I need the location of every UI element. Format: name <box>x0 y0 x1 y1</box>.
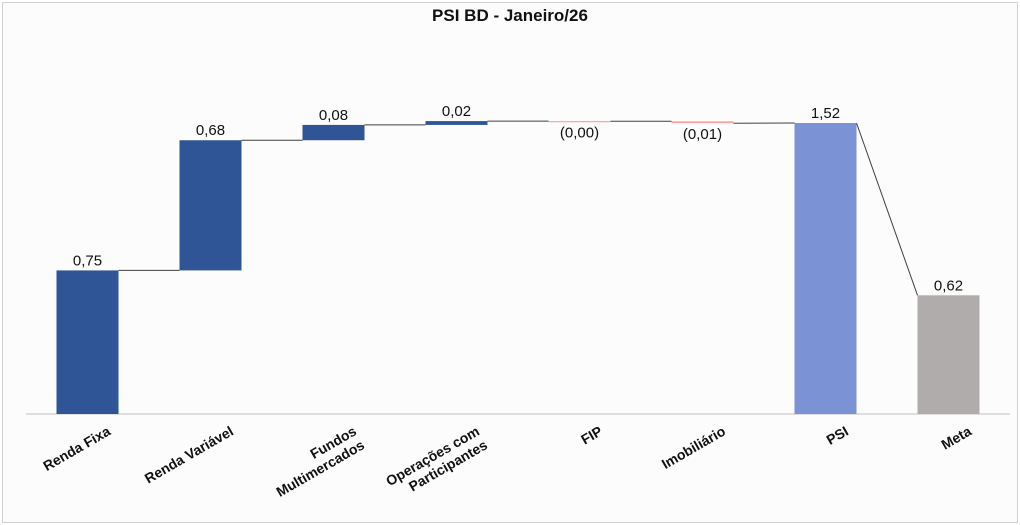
bar <box>425 121 488 125</box>
category-label: Operações comParticipantes <box>383 423 490 503</box>
chart-title: PSI BD - Janeiro/26 <box>432 6 588 25</box>
connector-line <box>856 122 918 296</box>
category-label: Renda Variável <box>142 423 236 487</box>
bar <box>302 124 365 141</box>
bar <box>794 123 857 414</box>
category-label: Imobiliário <box>659 423 728 472</box>
bar <box>917 295 980 414</box>
bar <box>671 121 734 124</box>
category-label: FundosMultimercados <box>265 423 367 500</box>
data-label: (0,01) <box>683 126 722 143</box>
category-label: PSI <box>823 423 851 448</box>
bar <box>56 270 119 414</box>
category-label: Meta <box>938 423 974 453</box>
data-label: 0,62 <box>934 277 963 294</box>
data-label: (0,00) <box>560 124 599 141</box>
category-label: Renda Fixa <box>40 423 113 474</box>
data-label: 0,75 <box>73 252 102 269</box>
data-label: 0,08 <box>319 107 348 124</box>
data-label: 0,68 <box>196 122 225 139</box>
data-label: 0,02 <box>442 103 471 120</box>
bar <box>548 121 611 123</box>
data-label: 1,52 <box>811 105 840 122</box>
bar <box>179 140 242 271</box>
category-label: FIP <box>578 423 605 448</box>
